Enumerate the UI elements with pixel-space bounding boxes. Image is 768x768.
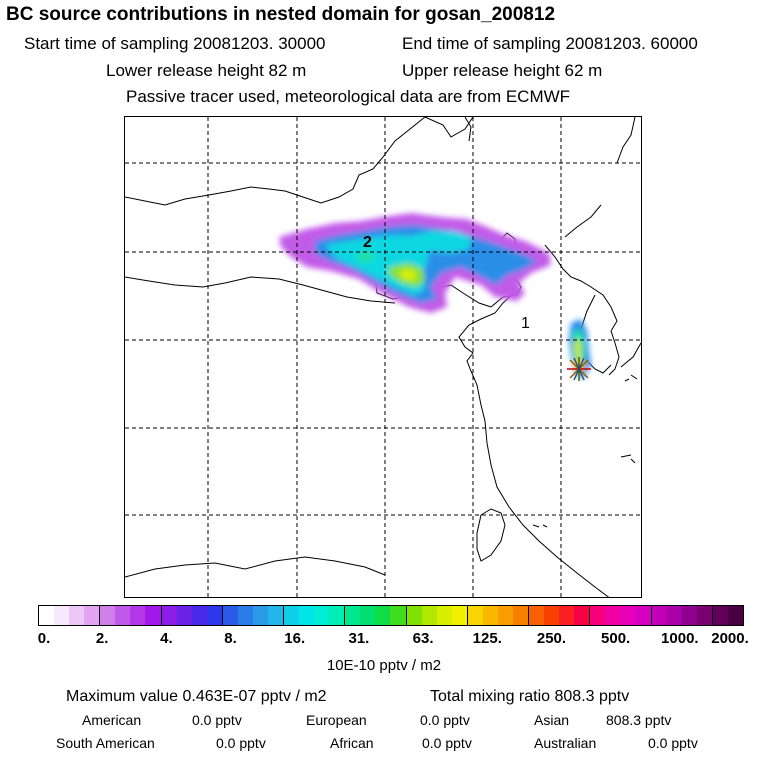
max-value-text: Maximum value 0.463E-07 pptv / m2	[66, 688, 327, 705]
colorbar-tick-label: 2000.	[711, 630, 749, 647]
colorbar-swatch	[559, 606, 575, 625]
colorbar-swatch	[406, 606, 422, 625]
colorbar-tick-label: 250.	[536, 630, 567, 647]
colorbar-unit-label: 10E-10 pptv / m2	[326, 657, 442, 674]
tracer-note-text: Passive tracer used, meteorological data…	[126, 87, 571, 106]
asian-label: Asian	[534, 712, 570, 728]
end-time-text: End time of sampling 20081203. 60000	[402, 34, 698, 53]
colorbar-swatch	[252, 606, 268, 625]
colorbar-swatch	[696, 606, 713, 625]
european-label: European	[306, 712, 367, 728]
colorbar-swatch	[651, 606, 667, 625]
colorbar-swatch	[267, 606, 284, 625]
colorbar-swatch	[375, 606, 391, 625]
colorbar-tick-label: 31.	[348, 630, 370, 647]
australian-value: 0.0 pptv	[648, 735, 698, 751]
colorbar-swatch	[451, 606, 468, 625]
colorbar-swatch	[161, 606, 177, 625]
colorbar-swatch	[605, 606, 621, 625]
colorbar-tick-label: 125.	[472, 630, 502, 647]
south-american-label: South American	[56, 735, 155, 751]
australian-label: Australian	[534, 735, 597, 751]
map-panel: 1 2	[124, 116, 642, 598]
colorbar-swatch	[574, 606, 591, 625]
colorbar-swatch	[329, 606, 346, 625]
colorbar-swatch	[145, 606, 162, 625]
colorbar-swatch	[421, 606, 437, 625]
colorbar-swatch	[590, 606, 606, 625]
colorbar-tick-label: 8.	[224, 630, 237, 647]
colorbar-swatch	[206, 606, 223, 625]
chart-title: BC source contributions in nested domain…	[6, 4, 556, 25]
colorbar-swatch	[390, 606, 407, 625]
american-value: 0.0 pptv	[192, 712, 242, 728]
map-svg: 1 2	[125, 117, 641, 597]
colorbar-tick-label: 2.	[95, 630, 109, 647]
colorbar-swatch	[314, 606, 330, 625]
concentration-plume	[279, 213, 591, 379]
start-time-text: Start time of sampling 20081203. 30000	[24, 34, 326, 53]
colorbar-swatch	[529, 606, 545, 625]
colorbar-tick-label: 63.	[412, 630, 434, 647]
colorbar-tick-label: 1000.	[661, 630, 699, 647]
colorbar-swatch	[727, 606, 743, 625]
colorbar-swatch	[191, 606, 207, 625]
colorbar-swatch	[482, 606, 498, 625]
colorbar-swatch	[39, 606, 55, 625]
colorbar-tick-label: 4.	[160, 630, 173, 647]
colorbar-swatch	[100, 606, 116, 625]
colorbar-swatch	[299, 606, 315, 625]
colorbar-swatch	[436, 606, 452, 625]
colorbar-swatch	[222, 606, 238, 625]
african-label: African	[330, 735, 374, 751]
colorbar-tick-label: 16.	[284, 630, 306, 647]
colorbar-swatch	[237, 606, 253, 625]
colorbar-swatch	[712, 606, 728, 625]
colorbar-swatch	[54, 606, 70, 625]
colorbar-swatch	[635, 606, 652, 625]
lower-release-height-text: Lower release height 82 m	[106, 61, 307, 80]
receptor-star-icon	[567, 357, 591, 381]
graticule-grid	[125, 117, 641, 597]
colorbar-swatch	[467, 606, 483, 625]
colorbar-swatch	[620, 606, 636, 625]
south-american-value: 0.0 pptv	[216, 735, 266, 751]
colorbar-swatch	[115, 606, 131, 625]
colorbar-tick-label: 500.	[601, 630, 631, 647]
european-value: 0.0 pptv	[420, 712, 470, 728]
asian-value: 808.3 pptv	[606, 712, 672, 728]
colorbar-swatch	[544, 606, 560, 625]
colorbar-swatch	[130, 606, 146, 625]
upper-release-height-text: Upper release height 62 m	[402, 61, 603, 80]
colorbar-tick-label: 0.	[37, 630, 51, 647]
colorbar-swatch	[69, 606, 85, 625]
map-label-2: 2	[363, 234, 372, 251]
colorbar	[38, 605, 744, 626]
colorbar-swatch	[497, 606, 513, 625]
colorbar-swatch	[360, 606, 376, 625]
colorbar-swatch	[666, 606, 682, 625]
colorbar-swatch	[284, 606, 300, 625]
colorbar-swatch	[84, 606, 101, 625]
map-label-1: 1	[521, 315, 530, 332]
colorbar-swatch	[681, 606, 697, 625]
colorbar-swatch	[345, 606, 361, 625]
colorbar-swatch	[512, 606, 529, 625]
coastline-lines	[125, 117, 641, 597]
colorbar-swatch	[176, 606, 192, 625]
american-label: American	[82, 712, 142, 728]
total-mixing-ratio-text: Total mixing ratio 808.3 pptv	[430, 688, 630, 705]
african-value: 0.0 pptv	[422, 735, 472, 751]
